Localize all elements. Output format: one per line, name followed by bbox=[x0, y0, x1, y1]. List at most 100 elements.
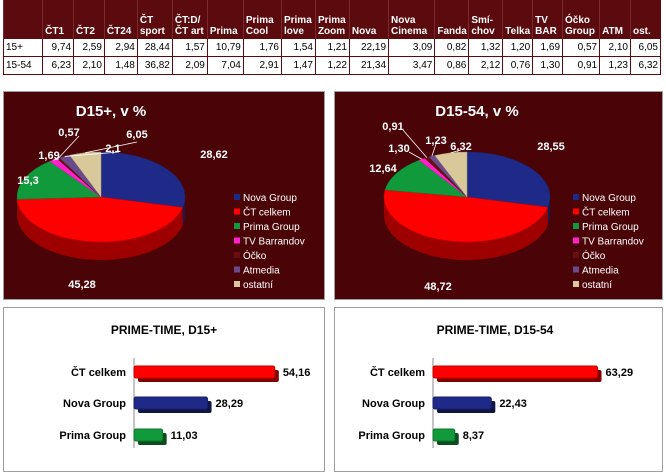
pie-data-label: 15,3 bbox=[17, 175, 38, 187]
table-column-header: Prima bbox=[206, 0, 244, 38]
table-column-header: Fanda bbox=[434, 0, 469, 38]
pie-depth bbox=[384, 197, 550, 261]
pie-panel-d15plus: D15+, v % 28,62 45,28 15,3 1,69 0,57 2,1 6,05 No… bbox=[3, 91, 325, 300]
table-column-header: ATM bbox=[599, 0, 631, 38]
table-cell: 0,76 bbox=[502, 55, 534, 75]
legend-swatch bbox=[234, 252, 240, 258]
pie-slice bbox=[16, 196, 184, 243]
table-body: 15+ 9,74 2,59 2,94 28,44 1,57 10,79 1,76 1,54 1,2… bbox=[2, 37, 662, 75]
bar-category-label: Nova Group bbox=[63, 398, 126, 410]
pie-leader-line bbox=[450, 149, 462, 154]
bar bbox=[432, 428, 456, 442]
pie-data-label: 45,28 bbox=[68, 279, 96, 291]
pie-chart-d1554: D15-54, v % 28,55 48,72 12,64 1,30 0,91 1,23 6,… bbox=[369, 103, 643, 293]
table-cell: 2,10 bbox=[73, 55, 105, 75]
pie-slice bbox=[466, 151, 551, 208]
table-column-header: ČT sport bbox=[136, 0, 173, 38]
pie-data-label: 28,55 bbox=[537, 141, 565, 153]
pie-panel-d1554: D15-54, v % 28,55 48,72 12,64 1,30 0,91 1,23 6,… bbox=[334, 91, 663, 300]
table-column-header: Óčko Group bbox=[562, 0, 600, 38]
table-cell: 3,47 bbox=[388, 55, 436, 75]
pie-data-label: 1,69 bbox=[38, 150, 59, 162]
table-cell: 3,09 bbox=[388, 37, 436, 57]
pie-slice bbox=[383, 189, 549, 243]
table-row-header: 15-54 bbox=[2, 55, 44, 75]
table-cell: 1,69 bbox=[532, 37, 564, 57]
bar-category-label: ČT celkem bbox=[370, 366, 425, 379]
table-cell: 22,19 bbox=[348, 37, 390, 57]
bar-category-label: Nova Group bbox=[362, 398, 425, 410]
bar bbox=[432, 365, 599, 379]
legend-swatch bbox=[573, 194, 579, 200]
table-cell: 0,91 bbox=[562, 55, 601, 75]
table-cell: 2,12 bbox=[468, 55, 504, 75]
table-column-header: ČT:D/ ČT art bbox=[171, 0, 208, 38]
legend-label: Nova Group bbox=[582, 193, 636, 204]
table-column-header: ČT1 bbox=[42, 0, 74, 38]
legend-label: Nova Group bbox=[243, 193, 297, 204]
bar-category-label: ČT celkem bbox=[71, 366, 126, 379]
bar-data-label: 22,43 bbox=[499, 398, 527, 410]
table-cell: 2,91 bbox=[242, 55, 282, 75]
bar-category-label: Prima Group bbox=[358, 430, 425, 442]
pie-leader-line bbox=[402, 129, 428, 158]
table-cell: 0,82 bbox=[434, 37, 470, 57]
table-cell: 2,09 bbox=[171, 55, 208, 75]
pie-leader-line bbox=[53, 158, 60, 161]
legend-swatch bbox=[573, 266, 579, 273]
legend-label: Atmedia bbox=[243, 266, 280, 277]
pie-data-label: 6,05 bbox=[126, 129, 147, 141]
pie-chart-d15plus: D15+, v %28,6245,2815,31,690,572,16,05No… bbox=[16, 103, 305, 291]
pie-leader-line bbox=[58, 135, 80, 159]
table-cell: 7,04 bbox=[206, 55, 244, 75]
legend-swatch bbox=[573, 252, 579, 258]
table-cell: 28,44 bbox=[136, 37, 173, 57]
pie-data-label: 48,72 bbox=[424, 281, 452, 293]
bar-data-label: 11,03 bbox=[171, 430, 198, 442]
table-cell: 6,32 bbox=[629, 55, 662, 75]
bar-panel-d1554: PRIME-TIME, D15-54 ČT celkem 63,29 Nova Gro… bbox=[334, 307, 663, 472]
pie-title: D15+, v % bbox=[76, 103, 146, 120]
table-column-header: Nova bbox=[348, 0, 389, 38]
table-column-header: Prima Cool bbox=[242, 0, 282, 38]
table-cell: 1,57 bbox=[171, 37, 208, 57]
bar-chart-title: PRIME-TIME, D15-54 bbox=[437, 323, 554, 337]
table-cell: 10,79 bbox=[206, 37, 244, 57]
table-cell: 1,76 bbox=[242, 37, 282, 57]
table-cell: 1,32 bbox=[468, 37, 504, 57]
table-cell: 6,05 bbox=[629, 37, 662, 57]
legend-swatch bbox=[573, 237, 579, 244]
table-column-header: ost. bbox=[629, 0, 661, 38]
table-cell: 0,57 bbox=[562, 37, 601, 57]
bar-chart-title: PRIME-TIME, D15+ bbox=[111, 323, 217, 337]
bar-chart-d15plus: PRIME-TIME, D15+ ČT celkem 54,16 Nova Group… bbox=[59, 323, 310, 448]
legend-label: Óčko bbox=[582, 249, 606, 262]
table-column-header: Prima love bbox=[280, 0, 316, 38]
table-column-header: Telka bbox=[502, 0, 533, 38]
legend-label: ČT celkem bbox=[243, 206, 291, 219]
legend-label: ČT celkem bbox=[582, 206, 630, 219]
legend-label: ostatní bbox=[582, 280, 612, 291]
pie-depth bbox=[17, 197, 185, 260]
table-cell: 1,22 bbox=[314, 55, 350, 75]
bar-data-label: 28,29 bbox=[216, 398, 244, 410]
table-row: 15-54 6,23 2,10 1,48 36,82 2,09 7,04 2,91 1,47 1,… bbox=[2, 55, 662, 75]
pie-leader-line bbox=[431, 143, 437, 157]
bar bbox=[133, 365, 276, 379]
ratings-table: ČT1 ČT2 ČT24 ČT sport ČT:D/ ČT art Prima Prima… bbox=[2, 0, 662, 75]
legend-swatch bbox=[573, 223, 579, 229]
bar-data-label: 63,29 bbox=[606, 367, 634, 379]
legend-swatch bbox=[234, 223, 240, 229]
bar-data-label: 8,37 bbox=[463, 430, 484, 442]
table-cell: 1,20 bbox=[502, 37, 534, 57]
table-cell: 0,86 bbox=[434, 55, 470, 75]
pie-slice bbox=[100, 151, 186, 208]
legend-swatch bbox=[234, 194, 240, 200]
table-cell: 2,10 bbox=[599, 37, 631, 57]
table-cell: 1,23 bbox=[599, 55, 631, 75]
table-column-header: Nova Cinema bbox=[388, 0, 435, 38]
pie-data-label: 1,23 bbox=[425, 135, 446, 147]
pie-data-label: 28,62 bbox=[200, 149, 228, 161]
table-row-header: 15+ bbox=[2, 37, 44, 57]
pie-slice-side bbox=[384, 197, 548, 261]
